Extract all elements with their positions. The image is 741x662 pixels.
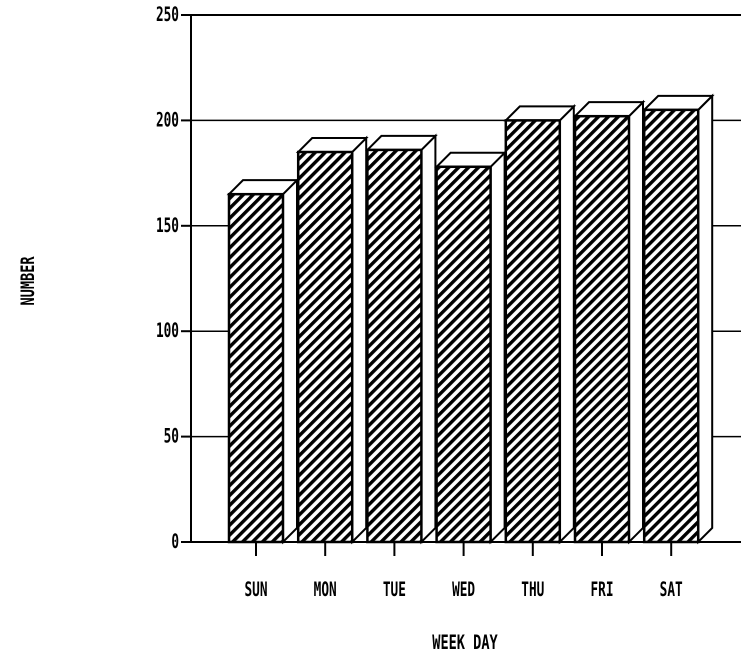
y-tick-label: 250 (156, 3, 179, 26)
bar-side-face (420, 133, 437, 545)
y-tick-label: 50 (164, 425, 179, 448)
x-tick-label: SAT (660, 578, 683, 601)
x-tick-label: WED (452, 578, 475, 601)
bar (572, 99, 646, 545)
bar-side-face (351, 135, 368, 545)
bar-front-face (642, 108, 700, 544)
bar-front-face (296, 150, 354, 544)
bar (226, 177, 300, 545)
bar (364, 133, 438, 545)
x-ticks: SUN MON TUE WED THU FRI SAT (244, 542, 683, 601)
x-tick-label: TUE (383, 578, 406, 601)
bar-front-face (435, 165, 492, 544)
y-tick-label: 200 (156, 109, 179, 132)
x-axis-title: WEEK DAY (432, 630, 498, 653)
bar-side-face (489, 150, 506, 545)
bar (434, 150, 508, 545)
y-tick-label: 150 (156, 214, 179, 237)
y-tick-label: 100 (156, 319, 179, 342)
bar-side-face (628, 99, 644, 545)
x-tick-label: MON (314, 578, 337, 601)
x-tick-label: FRI (590, 578, 613, 601)
y-ticks: 0 50 100 150 200 250 (156, 3, 191, 553)
bar (641, 93, 715, 545)
bar-side-face (697, 93, 714, 545)
x-tick-label: SUN (244, 578, 267, 601)
x-tick-label: THU (521, 578, 544, 601)
y-tick-label: 0 (171, 530, 179, 553)
bars (226, 93, 715, 545)
bar-front-face (227, 192, 285, 544)
bar (295, 135, 369, 545)
bar-side-face (558, 103, 575, 545)
bar-side-face (282, 177, 298, 545)
bar (503, 103, 577, 545)
bar-front-face (366, 148, 423, 544)
y-axis-title: NUMBER (17, 256, 39, 305)
bar-front-face (504, 119, 562, 544)
bar-front-face (573, 114, 631, 544)
